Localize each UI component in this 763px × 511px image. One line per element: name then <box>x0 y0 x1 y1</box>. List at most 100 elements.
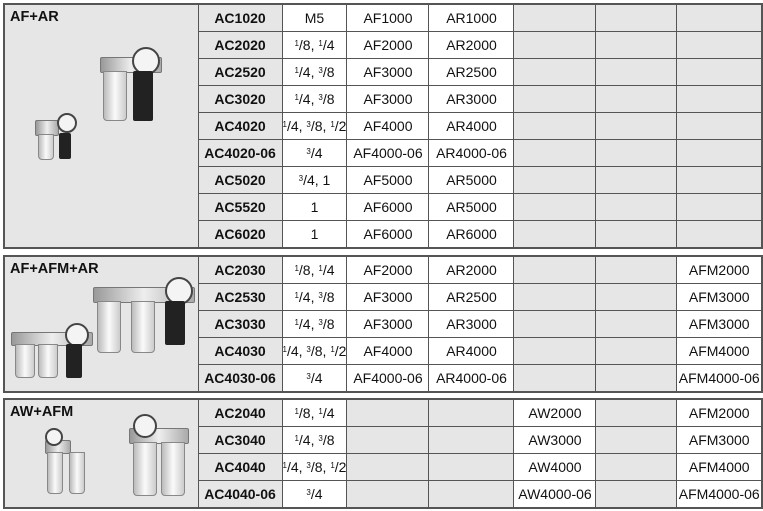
empty-cell <box>595 31 678 59</box>
group-title: AF+AFM+AR <box>10 261 99 277</box>
empty-cell <box>513 337 597 365</box>
group-cell: AF+AFM+AR <box>3 255 199 393</box>
empty-cell <box>676 166 763 194</box>
port-size-cell: 1/4, 3/8 <box>281 85 348 113</box>
af-cell: AF6000 <box>346 193 430 221</box>
port-size-cell: 3/4 <box>281 364 348 393</box>
empty-cell <box>595 112 678 140</box>
port-size-cell: 1 <box>281 220 348 249</box>
empty-cell <box>595 398 678 427</box>
ar-cell: AR3000 <box>428 85 515 113</box>
afm-cell: AFM4000-06 <box>676 364 763 393</box>
afm-cell: AFM4000-06 <box>676 480 763 509</box>
ar-cell: AR2500 <box>428 283 515 311</box>
empty-cell <box>676 193 763 221</box>
af-cell: AF1000 <box>346 3 430 32</box>
table-row: AC2520 1/4, 3/8 AF3000 AR2500 <box>4 58 763 86</box>
empty-cell <box>595 364 678 393</box>
ar-cell: AR5000 <box>428 166 515 194</box>
empty-cell <box>595 283 678 311</box>
empty-cell <box>595 337 678 365</box>
af-cell: AF4000-06 <box>346 139 430 167</box>
empty-cell <box>428 480 515 509</box>
empty-cell <box>513 112 597 140</box>
table-row: AC6020 1 AF6000 AR6000 <box>4 220 763 249</box>
model-cell: AC4030-06 <box>197 364 283 393</box>
afm-cell: AFM4000 <box>676 453 763 481</box>
model-cell: AC6020 <box>197 220 283 249</box>
model-cell: AC3020 <box>197 85 283 113</box>
aw-cell: AW2000 <box>513 398 597 427</box>
port-size-cell: 1/4, 3/8 <box>281 58 348 86</box>
port-size-cell: 1/8, 1/4 <box>281 255 348 284</box>
empty-cell <box>595 453 678 481</box>
af-cell: AF3000 <box>346 58 430 86</box>
empty-cell <box>513 166 597 194</box>
empty-cell <box>428 398 515 427</box>
group-cell: AW+AFM <box>3 398 199 509</box>
model-cell: AC5520 <box>197 193 283 221</box>
table-row: AF+AFM+AR AC2030 1/8, 1/4 AF2000 AR2000 AFM20… <box>3 255 763 393</box>
model-cell: AC2030 <box>197 255 283 284</box>
ar-cell: AR3000 <box>428 310 515 338</box>
model-cell: AC1020 <box>197 3 283 32</box>
group-cell: AF+AR <box>3 3 199 249</box>
group-title: AF+AR <box>10 9 59 25</box>
model-cell: AC4020 <box>197 112 283 140</box>
empty-cell <box>676 85 763 113</box>
aw-cell: AW4000 <box>513 453 597 481</box>
model-cell: AC4030 <box>197 337 283 365</box>
empty-cell <box>346 480 430 509</box>
ar-cell: AR2000 <box>428 31 515 59</box>
ar-cell: AR4000-06 <box>428 139 515 167</box>
port-size-cell: 1/8, 1/4 <box>281 31 348 59</box>
port-size-cell: 3/4 <box>281 480 348 509</box>
af-cell: AF2000 <box>346 255 430 284</box>
ar-cell: AR2000 <box>428 255 515 284</box>
table-row: AC4030-06 3/4 AF4000-06 AR4000-06 AFM4000-06 <box>4 364 763 393</box>
af-cell: AF4000-06 <box>346 364 430 393</box>
table-row: AC4030 1/4, 3/8, 1/2 AF4000 AR4000 AFM4000 <box>4 337 763 365</box>
table-row: AC5020 3/4, 1 AF5000 AR5000 <box>4 166 763 194</box>
table-row: AC2530 1/4, 3/8 AF3000 AR2500 AFM3000 <box>4 283 763 311</box>
empty-cell <box>428 453 515 481</box>
empty-cell <box>676 31 763 59</box>
model-cell: AC3030 <box>197 310 283 338</box>
port-size-cell: 1/4, 3/8, 1/2 <box>281 337 348 365</box>
empty-cell <box>595 166 678 194</box>
ar-cell: AR4000 <box>428 112 515 140</box>
afm-cell: AFM2000 <box>676 255 763 284</box>
table-row: AC4040 1/4, 3/8, 1/2 AW4000 AFM4000 <box>4 453 763 481</box>
port-size-cell: 1 <box>281 193 348 221</box>
empty-cell <box>595 85 678 113</box>
port-size-cell: M5 <box>281 3 348 32</box>
empty-cell <box>513 3 597 32</box>
ar-cell: AR6000 <box>428 220 515 249</box>
empty-cell <box>513 220 597 249</box>
table-row: AC3040 1/4, 3/8 AW3000 AFM3000 <box>4 426 763 454</box>
section-aw-afm: AW+AFM AC2040 1/8, 1/4 AW2000 AFM2000 AC3040 1… <box>3 398 763 509</box>
empty-cell <box>595 255 678 284</box>
aw-cell: AW4000-06 <box>513 480 597 509</box>
empty-cell <box>513 364 597 393</box>
table-row: AC4020-06 3/4 AF4000-06 AR4000-06 <box>4 139 763 167</box>
empty-cell <box>595 220 678 249</box>
section-af-afm-ar: AF+AFM+AR AC2030 1/8, 1/4 AF2000 AR2000 AFM20… <box>3 255 763 393</box>
model-cell: AC4020-06 <box>197 139 283 167</box>
port-size-cell: 1/4, 3/8, 1/2 <box>281 112 348 140</box>
port-size-cell: 1/4, 3/8 <box>281 310 348 338</box>
empty-cell <box>595 193 678 221</box>
empty-cell <box>676 3 763 32</box>
table-row: AF+AR AC1020 M5 AF1000 AR1000 <box>3 3 763 249</box>
afm-cell: AFM4000 <box>676 337 763 365</box>
port-size-cell: 1/4, 3/8 <box>281 426 348 454</box>
group-title: AW+AFM <box>10 404 74 420</box>
empty-cell <box>676 112 763 140</box>
port-size-cell: 3/4 <box>281 139 348 167</box>
afm-cell: AFM3000 <box>676 310 763 338</box>
af-cell: AF5000 <box>346 166 430 194</box>
port-size-cell: 1/8, 1/4 <box>281 398 348 427</box>
table-row: AC4040-06 3/4 AW4000-06 AFM4000-06 <box>4 480 763 509</box>
port-size-cell: 1/4, 3/8, 1/2 <box>281 453 348 481</box>
model-cell: AC4040 <box>197 453 283 481</box>
